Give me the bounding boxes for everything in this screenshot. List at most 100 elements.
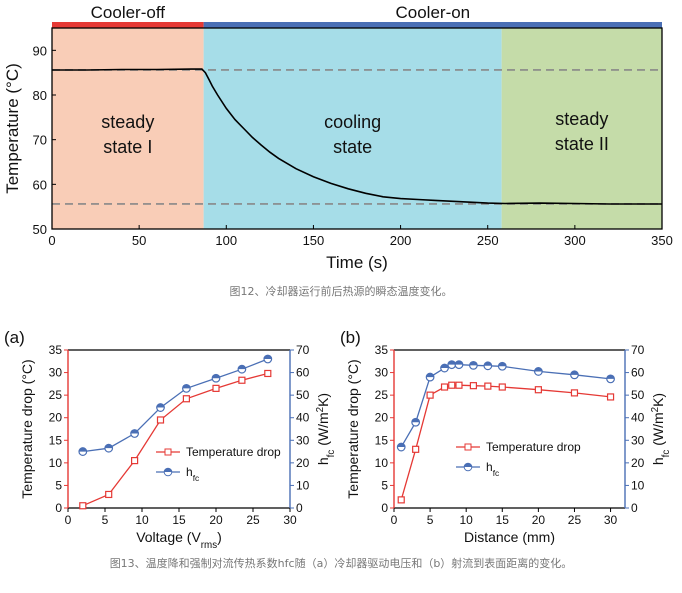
y-left-tick-label: 5 bbox=[55, 478, 62, 492]
legend-marker-hfc-fill bbox=[164, 468, 172, 472]
x-axis-title: Voltage (Vrms) bbox=[136, 529, 222, 551]
legend-marker-temperature-drop bbox=[164, 448, 172, 456]
legend-label-hfc-part: h bbox=[486, 460, 493, 474]
state-region-2 bbox=[501, 28, 662, 229]
temperature-drop-point bbox=[498, 383, 506, 391]
x-tick-label: 0 bbox=[65, 513, 72, 527]
x-tick-label: 100 bbox=[215, 233, 237, 248]
x-axis-title-part: ) bbox=[217, 529, 222, 545]
x-tick-label: 15 bbox=[172, 513, 186, 527]
legend-label-hfc: hfc bbox=[186, 465, 199, 483]
temperature-drop-point bbox=[131, 457, 139, 465]
x-tick-label: 250 bbox=[477, 233, 499, 248]
x-tick-label: 5 bbox=[427, 513, 434, 527]
temperature-drop-point bbox=[79, 502, 87, 510]
x-axis-title: Time (s) bbox=[326, 253, 388, 272]
hfc-point-fill bbox=[498, 362, 507, 367]
temperature-drop-point bbox=[238, 376, 246, 384]
y-left-tick-label: 5 bbox=[381, 478, 388, 492]
hfc-point-fill bbox=[238, 365, 246, 370]
x-tick-label: 300 bbox=[564, 233, 586, 248]
y-right-tick-label: 50 bbox=[296, 388, 310, 402]
y-left-axis-title: Temperature drop (°C) bbox=[345, 359, 361, 498]
hfc-point-fill bbox=[447, 360, 456, 365]
y-right-tick-label: 50 bbox=[631, 388, 645, 402]
y-left-tick-label: 25 bbox=[375, 388, 389, 402]
y-right-axis-title-part: fc bbox=[326, 450, 337, 458]
temperature-drop-point bbox=[397, 496, 405, 504]
series-line-hfc bbox=[400, 364, 611, 448]
y-left-tick-label: 35 bbox=[49, 343, 63, 357]
hfc-point-fill bbox=[79, 447, 87, 452]
y-right-tick-label: 70 bbox=[296, 343, 310, 357]
x-tick-label: 150 bbox=[303, 233, 325, 248]
panel-label: (b) bbox=[340, 328, 361, 347]
hfc-point-fill bbox=[570, 371, 579, 375]
y-left-tick-label: 15 bbox=[49, 433, 63, 447]
state-label-1: cooling bbox=[324, 112, 381, 132]
x-tick-label: 200 bbox=[390, 233, 412, 248]
x-tick-label: 50 bbox=[132, 233, 146, 248]
x-tick-label: 10 bbox=[460, 513, 474, 527]
y-right-axis-title-part: 2 bbox=[650, 407, 661, 412]
x-tick-label: 25 bbox=[568, 513, 582, 527]
state-label-0: state I bbox=[103, 137, 152, 157]
hfc-point-fill bbox=[534, 367, 543, 372]
temperature-drop-point bbox=[455, 381, 463, 389]
y-right-tick-label: 60 bbox=[296, 366, 310, 380]
hfc-point-fill bbox=[411, 418, 420, 423]
x-tick-label: 25 bbox=[246, 513, 260, 527]
series-line-temperature-drop bbox=[400, 384, 611, 501]
x-tick-label: 20 bbox=[532, 513, 546, 527]
hfc-point-fill bbox=[469, 361, 478, 366]
y-right-tick-label: 60 bbox=[631, 366, 645, 380]
y-tick-label: 90 bbox=[33, 43, 47, 58]
y-left-tick-label: 30 bbox=[375, 366, 389, 380]
temperature-drop-point bbox=[105, 490, 113, 499]
hfc-point-fill bbox=[264, 355, 272, 360]
state-label-0: steady bbox=[101, 112, 154, 132]
temperature-drop-point bbox=[212, 384, 220, 392]
y-left-tick-label: 35 bbox=[375, 343, 389, 357]
y-right-tick-label: 30 bbox=[296, 433, 310, 447]
temperature-drop-point bbox=[182, 395, 190, 403]
y-right-axis-title-part: K) bbox=[315, 393, 331, 407]
x-tick-label: 15 bbox=[496, 513, 510, 527]
legend-label-temperature-drop: Temperature drop bbox=[186, 445, 281, 459]
legend-label-hfc: hfc bbox=[486, 460, 499, 478]
y-right-tick-label: 10 bbox=[296, 478, 310, 492]
y-tick-label: 50 bbox=[33, 222, 47, 237]
temperature-drop-point bbox=[469, 382, 478, 390]
x-tick-label: 10 bbox=[135, 513, 149, 527]
temperature-series-line bbox=[52, 68, 662, 205]
state-label-1: state bbox=[333, 137, 372, 157]
x-tick-label: 20 bbox=[209, 513, 223, 527]
y-right-axis-title-part: (W/m bbox=[315, 412, 331, 449]
y-left-tick-label: 0 bbox=[381, 501, 388, 515]
y-tick-label: 60 bbox=[33, 177, 47, 192]
y-right-tick-label: 10 bbox=[631, 478, 645, 492]
y-left-tick-label: 0 bbox=[55, 501, 62, 515]
x-tick-label: 30 bbox=[283, 513, 297, 527]
y-left-tick-label: 15 bbox=[375, 433, 389, 447]
temperature-drop-point bbox=[448, 381, 456, 389]
y-tick-label: 80 bbox=[33, 88, 47, 103]
temperature-drop-point bbox=[440, 383, 449, 391]
state-region-0 bbox=[52, 28, 204, 229]
y-right-tick-label: 40 bbox=[631, 411, 645, 425]
y-left-tick-label: 30 bbox=[49, 366, 63, 380]
y-tick-label: 70 bbox=[33, 133, 47, 148]
hfc-point-fill bbox=[397, 443, 406, 448]
state-region-1 bbox=[203, 28, 502, 229]
cooler-on-label: Cooler-on bbox=[395, 3, 470, 22]
state-label-2: steady bbox=[555, 109, 608, 129]
series-line-hfc bbox=[82, 358, 269, 453]
series-line-temperature-drop bbox=[82, 372, 268, 507]
y-axis-title: Temperature (°C) bbox=[3, 63, 22, 194]
y-right-tick-label: 0 bbox=[296, 501, 303, 515]
y-right-tick-label: 40 bbox=[296, 411, 310, 425]
hfc-point-fill bbox=[104, 444, 113, 449]
hfc-point-fill bbox=[156, 403, 165, 408]
temperature-drop-point bbox=[570, 389, 579, 397]
